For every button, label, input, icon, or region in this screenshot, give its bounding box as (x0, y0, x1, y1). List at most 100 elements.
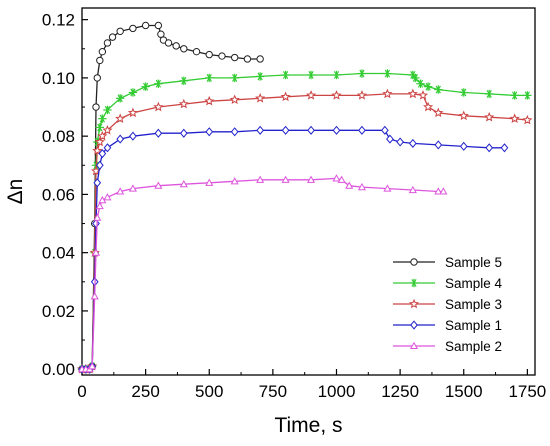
legend-label: Sample 3 (445, 297, 502, 312)
data-point (459, 88, 468, 97)
x-tick-label: 500 (195, 382, 223, 401)
data-point (88, 362, 97, 370)
data-point (522, 114, 533, 125)
plot-area (81, 7, 536, 376)
legend-label: Sample 1 (445, 318, 502, 333)
data-point (281, 175, 290, 183)
data-point (141, 21, 150, 30)
data-point (383, 184, 392, 192)
legend-entry: Sample 1 (393, 318, 502, 333)
data-point (102, 125, 113, 135)
data-point (129, 131, 137, 141)
data-point (409, 278, 419, 288)
legend-entry: Sample 2 (393, 339, 502, 354)
series-line (82, 129, 505, 370)
data-point (95, 201, 104, 210)
data-point (500, 143, 509, 153)
data-point (103, 193, 112, 201)
data-point (306, 70, 316, 80)
x-tick-label: 1750 (508, 382, 546, 401)
data-point (205, 127, 214, 137)
data-point (96, 56, 104, 65)
data-point (103, 105, 112, 115)
y-tick-label: 0.12 (42, 11, 75, 30)
legend-entry: Sample 4 (393, 276, 503, 291)
data-point (433, 107, 444, 118)
data-point (332, 125, 341, 135)
data-point (116, 134, 125, 144)
data-point (128, 88, 138, 97)
data-point (256, 55, 264, 63)
data-point (115, 94, 125, 103)
data-point (332, 174, 341, 182)
data-point (408, 185, 417, 194)
data-point (484, 111, 495, 122)
axis-ticks: 0 250 500 750 1000 1250 1500 1750 0.00 0.02 0.04 0.… (42, 11, 546, 401)
data-point (229, 94, 240, 105)
data-point (172, 42, 180, 50)
data-point (92, 103, 100, 111)
data-point (95, 160, 104, 170)
data-point (356, 90, 367, 100)
data-point (458, 110, 469, 121)
data-point (98, 47, 107, 56)
legend-entry: Sample 5 (393, 255, 502, 270)
data-point (230, 53, 239, 62)
data-point (423, 82, 433, 91)
data-point (307, 125, 315, 135)
data-point (409, 341, 419, 350)
data-point (357, 182, 366, 191)
data-point (434, 85, 443, 94)
data-point (255, 92, 266, 103)
data-point (256, 175, 265, 183)
data-point (93, 213, 102, 221)
data-point (92, 145, 103, 156)
x-tick-label: 0 (77, 382, 86, 401)
y-tick-label: 0.06 (42, 185, 75, 204)
data-point (154, 128, 163, 138)
data-point (98, 114, 107, 123)
series-sample-2 (77, 174, 448, 373)
series-layer (76, 21, 533, 374)
data-point (103, 39, 112, 47)
y-tick-label: 0.02 (42, 302, 75, 321)
data-point (94, 136, 105, 147)
data-point (417, 90, 429, 100)
data-point (345, 181, 354, 189)
data-point (178, 98, 189, 109)
y-tick-label: 0.04 (42, 244, 75, 263)
data-point (423, 101, 434, 112)
data-point (383, 69, 392, 78)
data-point (154, 181, 163, 189)
y-tick-label: 0.10 (42, 69, 75, 88)
data-point (93, 74, 101, 82)
data-point (154, 21, 163, 30)
data-point (407, 88, 418, 99)
data-point (230, 73, 239, 83)
x-tick-label: 1500 (445, 382, 483, 401)
data-point (386, 134, 394, 144)
data-point (116, 27, 124, 36)
data-point (523, 91, 532, 100)
data-point (153, 101, 164, 112)
data-point (411, 73, 420, 83)
data-point (230, 127, 239, 137)
data-point (358, 125, 366, 135)
data-point (410, 258, 418, 266)
legend-label: Sample 4 (445, 276, 503, 291)
data-point (510, 91, 519, 100)
data-point (410, 320, 418, 330)
data-point (396, 137, 404, 147)
x-tick-label: 250 (131, 382, 159, 401)
data-point (256, 125, 264, 135)
data-point (179, 76, 188, 86)
data-point (243, 55, 252, 63)
data-point (408, 138, 417, 149)
data-point (108, 33, 117, 41)
data-point (127, 107, 138, 118)
legend: Sample 5 Sample 4 Sample 3 Sample 1 Sample 2 (393, 255, 503, 354)
data-point (98, 149, 107, 159)
data-point (116, 187, 125, 195)
data-point (154, 79, 163, 88)
